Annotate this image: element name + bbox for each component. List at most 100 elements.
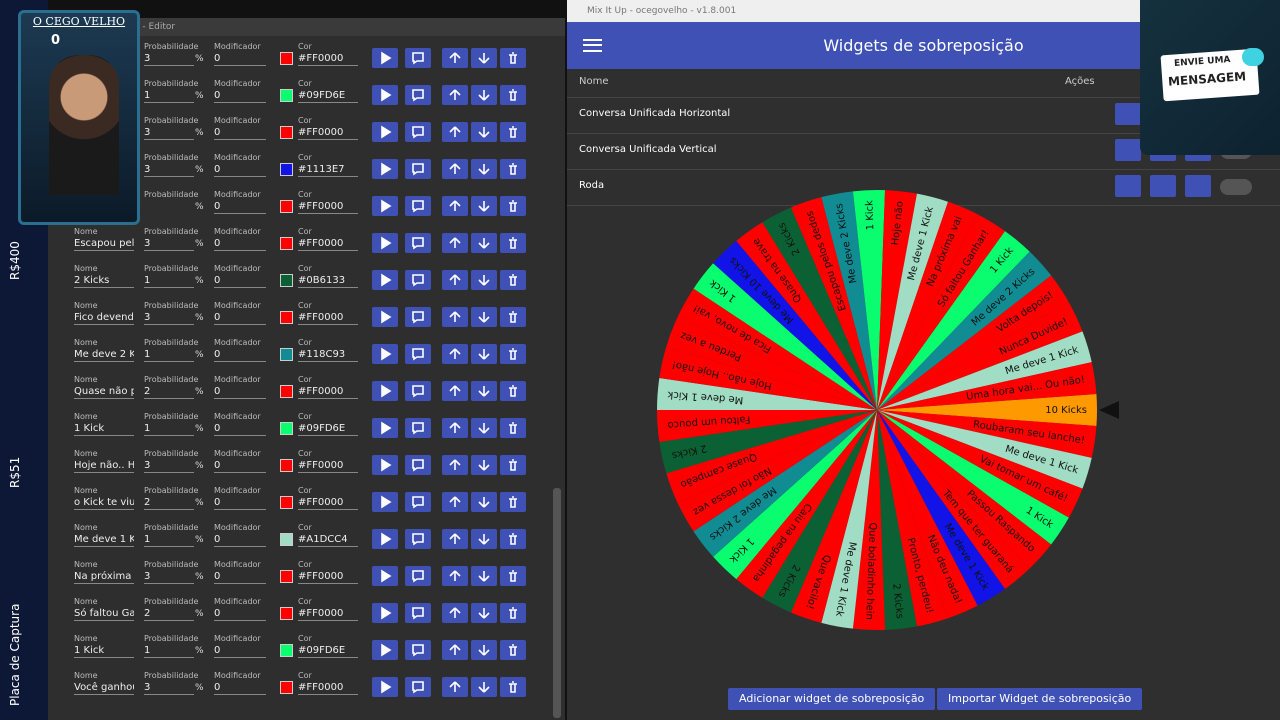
row-button[interactable] (442, 566, 468, 586)
name-input[interactable]: Me deve 2 Kic (74, 348, 134, 362)
name-input[interactable]: 1 Kick (74, 422, 134, 436)
row-button[interactable] (471, 233, 497, 253)
menu-button[interactable] (583, 39, 602, 52)
row-button[interactable] (405, 48, 431, 68)
color-input[interactable]: #FF0000 (298, 52, 358, 66)
row-button[interactable] (405, 455, 431, 475)
row-button[interactable] (372, 48, 398, 68)
row-button[interactable] (372, 381, 398, 401)
row-button[interactable] (500, 566, 526, 586)
row-button[interactable] (442, 529, 468, 549)
modifier-input[interactable]: 0 (214, 126, 266, 140)
name-input[interactable]: Quase não pa (74, 385, 134, 399)
row-button[interactable] (405, 233, 431, 253)
modifier-input[interactable]: 0 (214, 496, 266, 510)
probability-input[interactable]: 3 (144, 237, 194, 251)
row-button[interactable] (471, 640, 497, 660)
name-input[interactable]: Me deve 1 Kic (74, 533, 134, 547)
probability-input[interactable]: 2 (144, 607, 194, 621)
color-input[interactable]: #1113E7 (298, 163, 358, 177)
row-button[interactable] (442, 307, 468, 327)
row-button[interactable] (372, 233, 398, 253)
row-button[interactable] (405, 529, 431, 549)
color-input[interactable]: #09FD6E (298, 422, 358, 436)
row-button[interactable] (405, 677, 431, 697)
name-input[interactable]: o Kick te viu e (74, 497, 134, 510)
modifier-input[interactable]: 0 (214, 274, 266, 288)
modifier-input[interactable]: 0 (214, 681, 266, 695)
row-button[interactable] (500, 196, 526, 216)
row-button[interactable] (405, 418, 431, 438)
row-button[interactable] (405, 640, 431, 660)
row-button[interactable] (405, 270, 431, 290)
name-input[interactable]: Na próxima V (74, 570, 134, 584)
color-input[interactable]: #FF0000 (298, 459, 358, 473)
probability-input[interactable]: 1 (144, 422, 194, 436)
row-button[interactable] (471, 492, 497, 512)
color-input[interactable]: #FF0000 (298, 607, 358, 621)
action-button[interactable] (1115, 175, 1141, 197)
row-button[interactable] (500, 85, 526, 105)
probability-input[interactable]: 1 (144, 89, 194, 103)
modifier-input[interactable]: 0 (214, 200, 266, 214)
color-input[interactable]: #0B6133 (298, 274, 358, 288)
row-button[interactable] (442, 196, 468, 216)
probability-input[interactable]: 3 (144, 163, 194, 177)
probability-input[interactable]: 2 (144, 385, 194, 399)
color-input[interactable]: #09FD6E (298, 644, 358, 658)
row-button[interactable] (500, 307, 526, 327)
row-button[interactable] (372, 196, 398, 216)
modifier-input[interactable]: 0 (214, 385, 266, 399)
probability-input[interactable]: 3 (144, 126, 194, 140)
modifier-input[interactable]: 0 (214, 163, 266, 177)
color-input[interactable]: #FF0000 (298, 681, 358, 695)
row-button[interactable] (372, 529, 398, 549)
row-button[interactable] (372, 603, 398, 623)
row-button[interactable] (442, 344, 468, 364)
row-button[interactable] (442, 455, 468, 475)
color-input[interactable]: #FF0000 (298, 570, 358, 584)
row-button[interactable] (500, 455, 526, 475)
probability-input[interactable]: 3 (144, 681, 194, 695)
row-button[interactable] (442, 159, 468, 179)
row-button[interactable] (471, 270, 497, 290)
row-button[interactable] (471, 677, 497, 697)
name-input[interactable]: Você ganhou (74, 682, 134, 695)
row-button[interactable] (442, 381, 468, 401)
color-input[interactable]: #09FD6E (298, 89, 358, 103)
color-input[interactable]: #FF0000 (298, 311, 358, 325)
row-button[interactable] (471, 344, 497, 364)
row-button[interactable] (500, 233, 526, 253)
row-button[interactable] (442, 640, 468, 660)
row-button[interactable] (442, 122, 468, 142)
row-button[interactable] (471, 381, 497, 401)
row-button[interactable] (405, 196, 431, 216)
row-button[interactable] (372, 307, 398, 327)
row-button[interactable] (372, 640, 398, 660)
color-input[interactable]: #FF0000 (298, 385, 358, 399)
row-button[interactable] (500, 492, 526, 512)
row-button[interactable] (500, 159, 526, 179)
row-button[interactable] (372, 270, 398, 290)
row-button[interactable] (500, 640, 526, 660)
name-input[interactable]: Hoje não.. Ho (74, 459, 134, 473)
row-button[interactable] (405, 566, 431, 586)
modifier-input[interactable]: 0 (214, 348, 266, 362)
modifier-input[interactable]: 0 (214, 89, 266, 103)
row-button[interactable] (442, 492, 468, 512)
modifier-input[interactable]: 0 (214, 533, 266, 547)
action-button[interactable] (1185, 175, 1211, 197)
action-button[interactable] (1115, 139, 1141, 161)
name-input[interactable]: Escapou pelos (74, 237, 134, 251)
color-input[interactable]: #FF0000 (298, 126, 358, 140)
row-button[interactable] (500, 529, 526, 549)
color-input[interactable]: #A1DCC4 (298, 533, 358, 547)
probability-input[interactable]: 3 (144, 311, 194, 325)
row-button[interactable] (405, 381, 431, 401)
row-button[interactable] (471, 48, 497, 68)
name-input[interactable]: 2 Kicks (74, 274, 134, 288)
row-button[interactable] (471, 603, 497, 623)
row-button[interactable] (405, 344, 431, 364)
footer-button[interactable]: Importar Widget de sobreposição (937, 688, 1143, 710)
probability-input[interactable]: 3 (144, 570, 194, 584)
